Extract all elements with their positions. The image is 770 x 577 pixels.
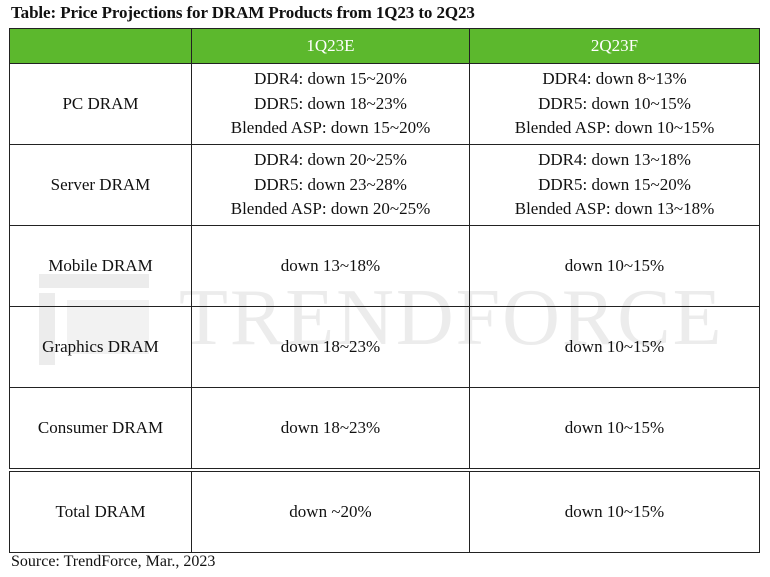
cell-1q23e: DDR4: down 15~20% DDR5: down 18~23% Blen… [191, 63, 470, 145]
cell-line: Blended ASP: down 20~25% [230, 199, 431, 219]
cell-1q23e: down 18~23% [191, 306, 470, 388]
cell-1q23e: down 18~23% [191, 387, 470, 471]
table-row-total-dram: Total DRAM down ~20% down 10~15% [9, 468, 760, 553]
cell-1q23e: down ~20% [191, 468, 470, 553]
row-label: Consumer DRAM [9, 387, 192, 471]
cell-line: Blended ASP: down 13~18% [514, 199, 715, 219]
row-label: Graphics DRAM [9, 306, 192, 388]
cell-1q23e: DDR4: down 20~25% DDR5: down 23~28% Blen… [191, 144, 470, 226]
cell-line: DDR5: down 23~28% [254, 174, 407, 194]
cell-line: DDR5: down 15~20% [538, 174, 691, 194]
table-row-mobile-dram: Mobile DRAM down 13~18% down 10~15% [9, 225, 760, 307]
row-label: Server DRAM [9, 144, 192, 226]
table-row-server-dram: Server DRAM DDR4: down 20~25% DDR5: down… [9, 144, 760, 226]
cell-1q23e: down 13~18% [191, 225, 470, 307]
table-title: Table: Price Projections for DRAM Produc… [11, 3, 475, 22]
table-row-consumer-dram: Consumer DRAM down 18~23% down 10~15% [9, 387, 760, 471]
row-label: Total DRAM [9, 468, 192, 553]
cell-2q23f: down 10~15% [469, 468, 760, 553]
cell-line: DDR4: down 20~25% [254, 150, 407, 170]
cell-line: DDR4: down 13~18% [538, 150, 691, 170]
cell-2q23f: DDR4: down 13~18% DDR5: down 15~20% Blen… [469, 144, 760, 226]
cell-2q23f: down 10~15% [469, 387, 760, 471]
cell-line: DDR5: down 10~15% [538, 93, 691, 113]
cell-line: DDR5: down 18~23% [254, 93, 407, 113]
row-label: Mobile DRAM [9, 225, 192, 307]
cell-line: Blended ASP: down 15~20% [230, 118, 431, 138]
table-row-pc-dram: PC DRAM DDR4: down 15~20% DDR5: down 18~… [9, 63, 760, 145]
cell-2q23f: DDR4: down 8~13% DDR5: down 10~15% Blend… [469, 63, 760, 145]
cell-2q23f: down 10~15% [469, 306, 760, 388]
cell-line: Blended ASP: down 10~15% [514, 118, 715, 138]
cell-2q23f: down 10~15% [469, 225, 760, 307]
price-projection-table: 1Q23E 2Q23F PC DRAM DDR4: down 15~20% DD… [9, 28, 760, 553]
header-2q23f: 2Q23F [469, 28, 760, 64]
cell-line: DDR4: down 8~13% [542, 69, 687, 89]
cell-line: DDR4: down 15~20% [254, 69, 407, 89]
header-1q23e: 1Q23E [191, 28, 470, 64]
table-header-row: 1Q23E 2Q23F [9, 28, 760, 64]
table-row-graphics-dram: Graphics DRAM down 18~23% down 10~15% [9, 306, 760, 388]
source-note: Source: TrendForce, Mar., 2023 [11, 553, 216, 570]
header-empty-cell [9, 28, 192, 64]
row-label: PC DRAM [9, 63, 192, 145]
price-projection-table-container: TRENDFORCE 1Q23E 2Q23F PC DRAM DDR4: dow… [9, 28, 760, 553]
